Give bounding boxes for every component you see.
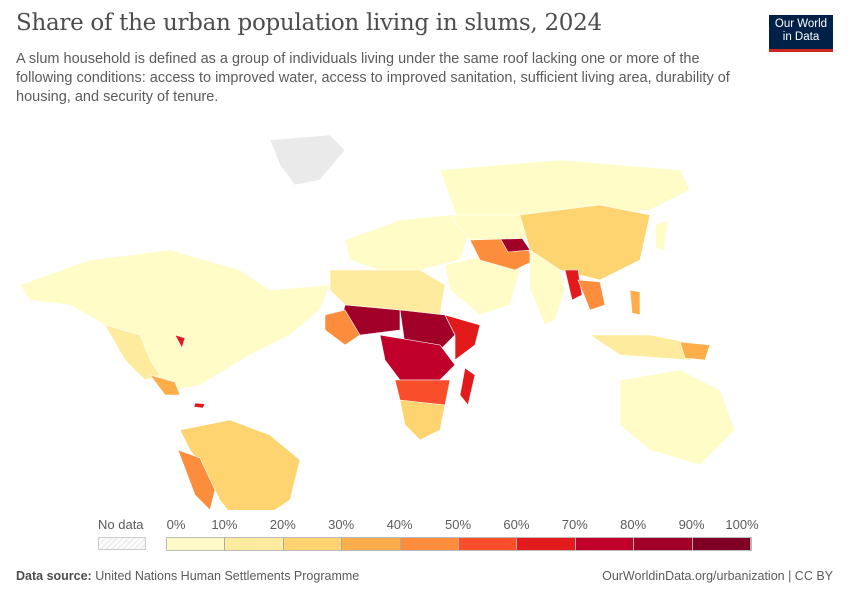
data-source: Data source: United Nations Human Settle…: [16, 569, 359, 583]
legend-color-scale: [166, 537, 752, 551]
region-india[interactable]: [529, 249, 566, 326]
region-greenland[interactable]: [269, 134, 346, 186]
legend-no-data-swatch: [98, 537, 146, 550]
chart-subtitle: A slum household is defined as a group o…: [16, 51, 730, 105]
legend-bin[interactable]: [692, 538, 751, 550]
legend-bin[interactable]: [167, 538, 226, 550]
region-madagascar[interactable]: [459, 367, 476, 406]
region-japan[interactable]: [654, 219, 669, 251]
legend-bin[interactable]: [342, 538, 401, 550]
region-east-africa[interactable]: [444, 314, 481, 361]
legend-bin[interactable]: [517, 538, 576, 550]
region-europe[interactable]: [344, 214, 471, 271]
legend-bin[interactable]: [634, 538, 693, 550]
chart-title: Share of the urban population living in …: [16, 10, 602, 36]
region-southern-africa[interactable]: [399, 399, 446, 441]
data-source-label: Data source:: [16, 569, 92, 583]
legend-no-data-label: No data: [98, 517, 144, 532]
legend-bin[interactable]: [458, 538, 518, 550]
legend-tick: 10%: [211, 517, 238, 532]
legend-tick: 90%: [678, 517, 705, 532]
region-mexico[interactable]: [104, 324, 161, 381]
data-source-text[interactable]: United Nations Human Settlements Program…: [95, 569, 360, 583]
legend-tick: 80%: [620, 517, 647, 532]
legend-tick: 100%: [725, 517, 759, 532]
legend-tick: 30%: [328, 517, 355, 532]
region-central-america[interactable]: [149, 374, 181, 396]
region-west-africa-coast[interactable]: [324, 309, 361, 346]
legend-tick: 50%: [444, 517, 472, 532]
legend-tick: 70%: [561, 517, 588, 532]
legend-tick: 60%: [503, 517, 530, 532]
region-myanmar[interactable]: [564, 269, 583, 301]
region-ecuador[interactable]: [174, 334, 186, 349]
legend-bin[interactable]: [283, 538, 343, 550]
region-australia[interactable]: [619, 369, 736, 466]
region-png[interactable]: [679, 341, 711, 361]
world-map[interactable]: [0, 120, 850, 510]
region-southeast-asia[interactable]: [577, 279, 606, 311]
region-peru-bolivia[interactable]: [177, 449, 216, 510]
footer-url[interactable]: OurWorldinData.org/urbanization | CC BY: [602, 569, 833, 583]
legend-tick: 0%: [166, 517, 186, 532]
legend-bin[interactable]: [400, 538, 459, 550]
owid-logo[interactable]: Our World in Data: [769, 15, 833, 52]
legend-tick: 40%: [386, 517, 413, 532]
legend-bin[interactable]: [575, 538, 635, 550]
legend-tick: 20%: [269, 517, 296, 532]
region-north-america[interactable]: [19, 249, 331, 391]
legend-bin[interactable]: [225, 538, 284, 550]
region-philippines[interactable]: [629, 289, 641, 316]
region-caribbean[interactable]: [193, 402, 206, 409]
